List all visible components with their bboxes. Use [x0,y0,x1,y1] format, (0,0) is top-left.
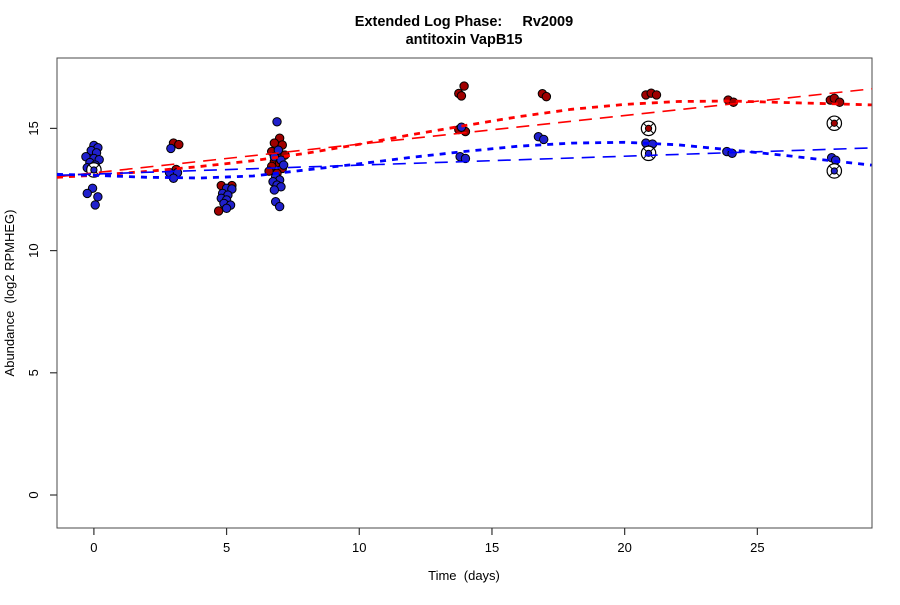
chart-subtitle: antitoxin VapB15 [406,32,523,48]
plot-box [56,57,873,529]
y-tick-label: 15 [26,121,41,135]
red-data-point [456,91,467,101]
red-data-point [651,90,662,100]
blue-data-point [269,185,280,195]
blue-points-circled-marker [640,145,657,162]
chart-title: Extended Log Phase: Rv2009 [355,14,573,30]
y-axis-label: Abundance (log2 RPMHEG) [2,210,17,377]
blue-data-point [460,153,471,164]
red-points-circled-marker-part [644,124,653,132]
blue-data-point [272,117,282,127]
x-tick-label: 25 [750,540,764,555]
red-points-circled-marker [640,120,657,137]
blue-data-point [90,200,100,210]
blue-linear-fit-line [56,147,873,177]
red-data-point [174,139,184,150]
red-data-point [459,81,469,91]
y-tick-label: 5 [26,369,41,376]
blue-data-point [278,160,289,170]
blue-data-point [221,203,232,214]
x-axis-label: Time (days) [428,568,500,583]
red-points-circled-marker-part [830,119,838,127]
x-tick-label: 15 [485,540,499,555]
blue-data-point [93,192,103,202]
red-linear-fit-line [56,88,873,178]
blue-data-point [166,143,176,154]
y-tick-label: 10 [26,243,41,257]
blue-data-point [82,188,92,199]
x-tick-label: 5 [223,540,230,555]
blue-points-circled-marker [826,163,843,179]
blue-smooth-fit-line [56,140,872,180]
red-data-point [541,91,552,102]
blue-data-point [539,134,549,145]
plot-layer: 0 5 10 15 20 25 0 5 10 15 [26,57,873,555]
blue-points-circled-marker-part [90,166,98,174]
red-points-circled-marker [826,115,843,132]
blue-data-point [456,122,467,132]
x-tick-label: 0 [90,540,97,555]
blue-points-circled-marker-part [830,167,838,175]
y-tick-label: 0 [26,491,41,498]
red-data-point [213,206,224,216]
x-tick-label: 10 [352,540,366,555]
blue-data-point [274,201,285,212]
x-tick-label: 20 [617,540,631,555]
